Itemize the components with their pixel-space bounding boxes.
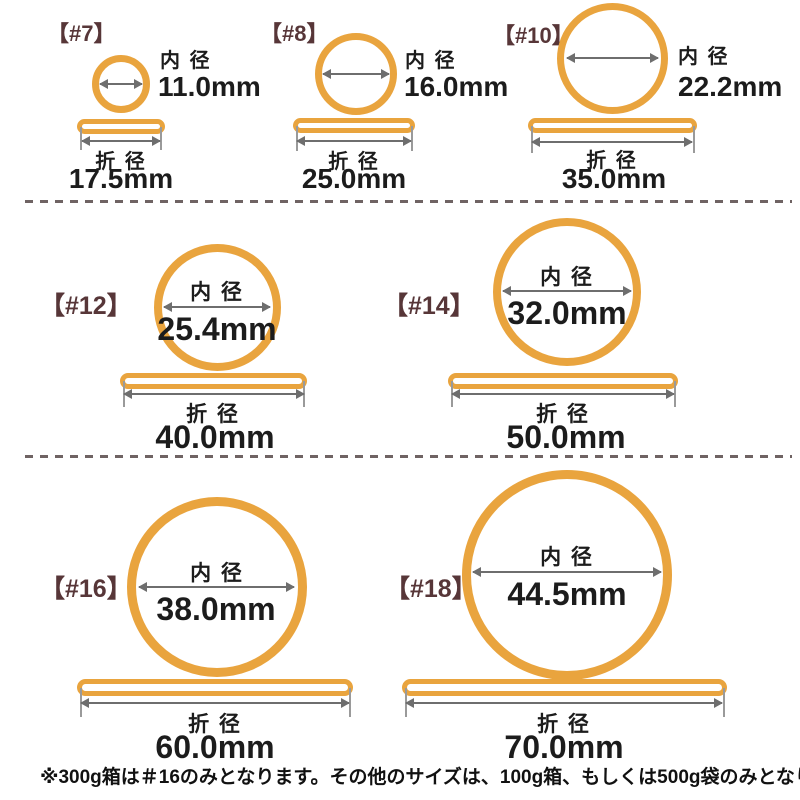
inner-diameter-value: 32.0mm xyxy=(507,295,627,331)
folded-band-icon xyxy=(77,679,353,696)
fold-diameter-value: 70.0mm xyxy=(504,729,624,765)
fold-diameter-arrow-icon xyxy=(81,136,161,146)
folded-band-icon xyxy=(293,118,415,133)
size-tag: 【#18】 xyxy=(385,575,477,603)
guide-line-right xyxy=(674,381,676,407)
fold-diameter-value: 25.0mm xyxy=(301,163,407,194)
inner-diameter-label: 内 径 xyxy=(540,546,594,569)
inner-diameter-arrow-icon xyxy=(472,567,662,577)
folded-band-icon xyxy=(402,679,727,696)
fold-diameter-label: 折 径 xyxy=(186,403,240,426)
guide-line-right xyxy=(723,688,725,717)
fold-diameter-label: 折 径 xyxy=(95,151,147,173)
guide-line-right xyxy=(411,126,413,151)
fold-diameter-value: 35.0mm xyxy=(561,163,667,194)
size-tag: 【#16】 xyxy=(40,575,132,603)
dashed-divider xyxy=(25,200,792,203)
fold-diameter-label: 折 径 xyxy=(537,713,591,736)
fold-diameter-label: 折 径 xyxy=(328,151,380,173)
fold-diameter-arrow-icon xyxy=(531,137,693,147)
inner-diameter-label: 内 径 xyxy=(190,562,244,585)
rubber-band-ring-icon xyxy=(493,218,641,366)
folded-band-icon xyxy=(77,119,165,134)
inner-diameter-label: 内 径 xyxy=(190,281,244,304)
size-tag: 【#12】 xyxy=(40,292,132,320)
inner-diameter-label: 内 径 xyxy=(540,266,594,289)
inner-diameter-value: 22.2mm xyxy=(678,71,783,102)
fold-diameter-label: 折 径 xyxy=(536,403,590,426)
folded-band-icon xyxy=(448,373,678,389)
inner-diameter-arrow-icon xyxy=(163,302,271,312)
size-tag: 【#14】 xyxy=(383,292,475,320)
folded-band-icon xyxy=(528,118,697,133)
fold-diameter-arrow-icon xyxy=(123,389,305,399)
inner-diameter-value: 44.5mm xyxy=(507,576,627,612)
folded-band-icon xyxy=(120,373,307,389)
inner-diameter-value: 25.4mm xyxy=(157,311,277,347)
guide-line-right xyxy=(349,688,351,717)
inner-diameter-arrow-icon xyxy=(502,286,632,296)
inner-diameter-label: 内 径 xyxy=(160,50,212,72)
fold-diameter-arrow-icon xyxy=(451,389,675,399)
footnote: ※300g箱は＃16のみとなります。その他のサイズは、100g箱、もしくは500… xyxy=(40,767,800,788)
fold-diameter-value: 17.5mm xyxy=(68,163,174,194)
inner-diameter-value: 16.0mm xyxy=(404,71,509,102)
fold-diameter-label: 折 径 xyxy=(188,713,242,736)
size-tag: 【#8】 xyxy=(260,21,329,46)
fold-diameter-arrow-icon xyxy=(80,698,350,708)
fold-diameter-value: 40.0mm xyxy=(155,419,275,455)
inner-diameter-arrow-icon xyxy=(138,582,295,592)
fold-diameter-label: 折 径 xyxy=(586,150,638,172)
fold-diameter-arrow-icon xyxy=(405,698,723,708)
inner-diameter-arrow-icon xyxy=(566,53,659,63)
guide-line-right xyxy=(693,126,695,153)
size-tag: 【#7】 xyxy=(47,21,116,46)
dashed-divider xyxy=(25,455,792,458)
fold-diameter-value: 50.0mm xyxy=(506,419,626,455)
inner-diameter-arrow-icon xyxy=(99,79,143,89)
fold-diameter-value: 60.0mm xyxy=(155,729,275,765)
fold-diameter-arrow-icon xyxy=(296,136,412,146)
inner-diameter-value: 11.0mm xyxy=(158,71,261,102)
rubber-band-ring-icon xyxy=(462,470,672,680)
inner-diameter-label: 内 径 xyxy=(678,46,730,68)
inner-diameter-value: 38.0mm xyxy=(156,591,276,627)
inner-diameter-arrow-icon xyxy=(322,69,390,79)
guide-line-right xyxy=(160,127,162,150)
inner-diameter-label: 内 径 xyxy=(405,50,457,72)
